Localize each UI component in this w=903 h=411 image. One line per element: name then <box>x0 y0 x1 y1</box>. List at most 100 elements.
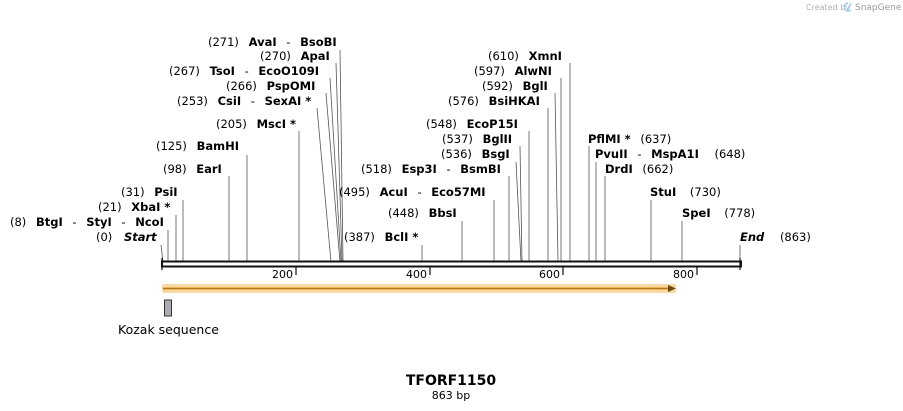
site-pos: (610) <box>488 49 519 63</box>
site-pos: (125) <box>156 139 187 153</box>
site-line-253 <box>316 107 332 263</box>
site-enzyme: EarI <box>196 162 222 176</box>
site-enzyme: BsoBI <box>300 35 337 49</box>
site-enzyme: BtgI <box>36 215 63 229</box>
site-enzyme: BclI * <box>385 230 419 244</box>
site-label-98[interactable]: (98) EarI <box>163 162 222 176</box>
site-label-662[interactable]: DrdI (662) <box>605 162 673 176</box>
site-label-8[interactable]: (8) BtgI - StyI - NcoI <box>10 215 164 229</box>
tick-label-600: 600 <box>539 268 560 281</box>
orf-arrow[interactable] <box>162 284 676 293</box>
site-label-548[interactable]: (548) EcoP15I <box>426 117 518 131</box>
site-line-270 <box>335 62 343 263</box>
site-pos: (592) <box>482 79 513 93</box>
orf-arrowhead <box>668 285 676 292</box>
site-enzyme: SpeI <box>682 206 711 220</box>
site-enzyme: BbsI <box>429 206 457 220</box>
end-name: End <box>740 230 765 244</box>
site-pos: (576) <box>448 94 479 108</box>
site-enzyme: MscI * <box>257 117 296 131</box>
site-pos: (518) <box>361 162 392 176</box>
site-line-271 <box>339 49 344 263</box>
site-label-730[interactable]: StuI (730) <box>650 185 721 199</box>
kozak-feature-label: Kozak sequence <box>118 322 219 337</box>
site-line-start <box>160 244 164 263</box>
snapgene-logo-icon <box>843 2 852 12</box>
site-pos: (537) <box>442 132 473 146</box>
site-enzyme: NcoI <box>135 215 164 229</box>
site-enzyme: BsmBI <box>460 162 501 176</box>
site-pos: (548) <box>426 117 457 131</box>
site-line-592 <box>554 92 559 263</box>
site-enzyme: BglII <box>483 132 513 146</box>
site-sep: - <box>121 215 125 229</box>
site-enzyme: XbaI * <box>131 200 170 214</box>
site-pos: (270) <box>260 49 291 63</box>
site-label-266[interactable]: (266) PspOMI <box>226 79 315 93</box>
site-pos: (730) <box>690 185 721 199</box>
site-enzyme: TsoI <box>210 64 235 78</box>
site-label-610[interactable]: (610) XmnI <box>488 49 562 63</box>
site-enzyme: BsgI <box>482 147 510 161</box>
site-label-267[interactable]: (267) TsoI - EcoO109I <box>169 64 319 78</box>
site-enzyme: AlwNI <box>515 64 552 78</box>
site-label-448[interactable]: (448) BbsI <box>388 206 457 220</box>
end-label: End (863) <box>740 230 811 244</box>
site-enzyme: CsiI <box>218 94 242 108</box>
site-label-648[interactable]: PvuII - MspA1I (648) <box>595 147 745 161</box>
site-enzyme: PvuII <box>595 147 628 161</box>
site-pos: (495) <box>339 185 370 199</box>
site-pos: (536) <box>441 147 472 161</box>
site-label-31[interactable]: (31) PsiI <box>121 185 178 199</box>
site-label-778[interactable]: SpeI (778) <box>682 206 755 220</box>
site-pos: (267) <box>169 64 200 78</box>
site-label-597[interactable]: (597) AlwNI <box>474 64 552 78</box>
site-line-537 <box>519 145 523 263</box>
credit-prefix: Created by <box>806 3 850 12</box>
site-pos: (271) <box>208 35 239 49</box>
site-sep: - <box>637 147 641 161</box>
site-label-270[interactable]: (270) ApaI <box>260 49 330 63</box>
site-enzyme: DrdI <box>605 162 633 176</box>
site-enzyme: XmnI <box>529 49 562 63</box>
site-pos: (205) <box>216 117 247 131</box>
site-lines <box>160 49 741 263</box>
site-label-637[interactable]: PflMI * (637) <box>588 132 671 146</box>
tick-label-800: 800 <box>673 268 694 281</box>
site-label-125[interactable]: (125) BamHI <box>156 139 239 153</box>
site-pos: (637) <box>640 132 671 146</box>
site-label-495[interactable]: (495) AcuI - Eco57MI <box>339 185 486 199</box>
credit-brand: SnapGene <box>855 3 902 13</box>
start-pos: (0) <box>96 230 112 244</box>
site-label-387[interactable]: (387) BclI * <box>344 230 418 244</box>
map-title: TFORF1150 <box>406 373 497 389</box>
site-enzyme: BglI <box>523 79 548 93</box>
kozak-feature-box[interactable] <box>164 299 172 317</box>
site-pos: (778) <box>724 206 755 220</box>
site-label-536[interactable]: (536) BsgI <box>441 147 510 161</box>
site-label-253[interactable]: (253) CsiI - SexAI * <box>177 94 311 108</box>
site-label-271[interactable]: (271) AvaI - BsoBI <box>208 35 337 49</box>
site-labels: (8) BtgI - StyI - NcoI (21) XbaI * (31) … <box>10 35 755 244</box>
start-name: Start <box>124 230 157 244</box>
site-label-518[interactable]: (518) Esp3I - BsmBI <box>361 162 501 176</box>
site-label-537[interactable]: (537) BglII <box>442 132 512 146</box>
site-pos: (266) <box>226 79 257 93</box>
site-label-576[interactable]: (576) BsiHKAI <box>448 94 540 108</box>
site-enzyme: SexAI * <box>265 94 312 108</box>
ruler: 200 400 600 800 <box>272 267 698 281</box>
site-label-592[interactable]: (592) BglI <box>482 79 548 93</box>
site-pos: (31) <box>121 185 145 199</box>
site-enzyme: StyI <box>86 215 112 229</box>
site-label-21[interactable]: (21) XbaI * <box>98 200 170 214</box>
site-line-266 <box>325 92 341 263</box>
site-pos: (253) <box>177 94 208 108</box>
site-sep: - <box>251 94 255 108</box>
site-line-536 <box>515 161 522 263</box>
end-pos: (863) <box>780 230 811 244</box>
sequence-backbone <box>161 260 742 268</box>
site-enzyme: Esp3I <box>402 162 437 176</box>
tick-label-400: 400 <box>406 268 427 281</box>
site-label-205[interactable]: (205) MscI * <box>216 117 296 131</box>
site-enzyme: StuI <box>650 185 676 199</box>
